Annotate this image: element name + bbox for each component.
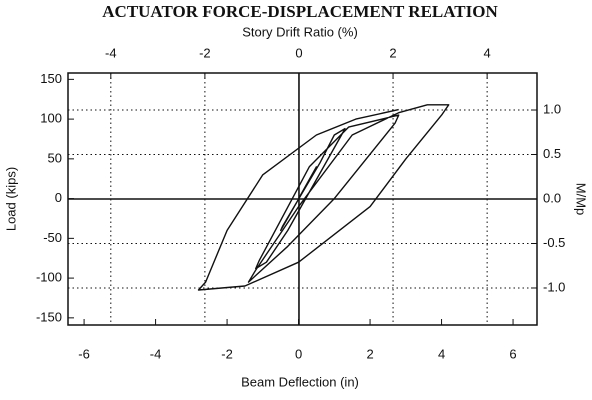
x2-tick-label: 4: [484, 45, 491, 60]
y2-tick-label: -0.5: [543, 235, 565, 250]
y-tick-label: -150: [36, 309, 62, 324]
chart-title: ACTUATOR FORCE-DISPLACEMENT RELATION: [102, 2, 498, 21]
y-tick-label: 150: [40, 71, 62, 86]
y2-axis-label: M/Mp: [574, 183, 589, 216]
y2-tick-label: 0.5: [543, 146, 561, 161]
y2-tick-label: -1.0: [543, 279, 565, 294]
x-tick-label: -2: [221, 346, 233, 361]
x-tick-label: -6: [78, 346, 90, 361]
y-tick-label: 50: [48, 150, 62, 165]
x-tick-label: -4: [150, 346, 162, 361]
y-tick-label: 100: [40, 111, 62, 126]
x-tick-label: 0: [295, 346, 302, 361]
y-tick-label: 0: [55, 190, 62, 205]
x-tick-label: 6: [509, 346, 516, 361]
x-tick-label: 2: [366, 346, 373, 361]
hysteresis-curve: [197, 104, 450, 291]
y-axis-label: Load (kips): [3, 167, 18, 231]
x2-tick-label: 0: [295, 45, 302, 60]
x2-axis-label: Story Drift Ratio (%): [242, 24, 358, 39]
x2-tick-label: -4: [105, 45, 117, 60]
y-tick-label: -100: [36, 270, 62, 285]
x-tick-label: 4: [438, 346, 445, 361]
y-tick-label: -50: [43, 230, 62, 245]
x2-tick-label: 2: [389, 45, 396, 60]
x2-tick-label: -2: [199, 45, 211, 60]
plot-frame: [67, 72, 538, 326]
x-axis-label: Beam Deflection (in): [241, 374, 359, 389]
y2-tick-label: 1.0: [543, 101, 561, 116]
y2-tick-label: 0.0: [543, 190, 561, 205]
